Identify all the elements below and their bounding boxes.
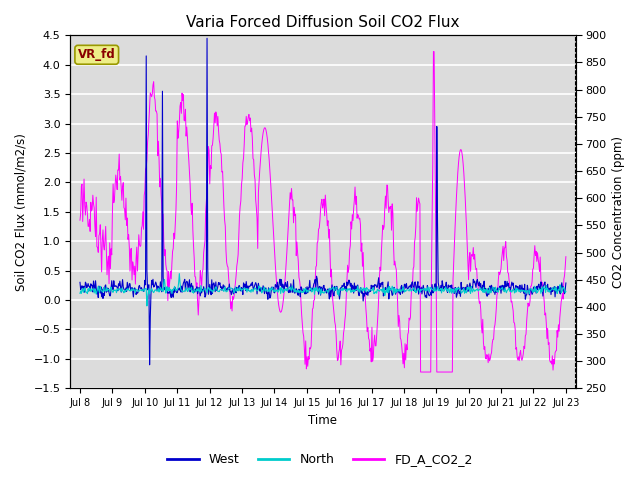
Y-axis label: CO2 Concentration (ppm): CO2 Concentration (ppm) xyxy=(612,136,625,288)
Title: Varia Forced Diffusion Soil CO2 Flux: Varia Forced Diffusion Soil CO2 Flux xyxy=(186,15,460,30)
Legend: West, North, FD_A_CO2_2: West, North, FD_A_CO2_2 xyxy=(163,448,477,471)
Text: VR_fd: VR_fd xyxy=(78,48,116,61)
X-axis label: Time: Time xyxy=(308,414,337,427)
Y-axis label: Soil CO2 Flux (mmol/m2/s): Soil CO2 Flux (mmol/m2/s) xyxy=(15,133,28,291)
